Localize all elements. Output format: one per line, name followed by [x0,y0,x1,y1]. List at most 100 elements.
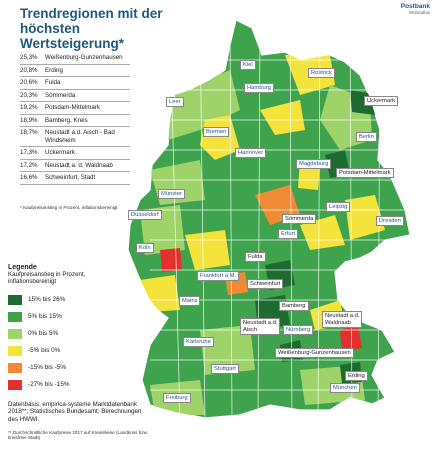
ranking-region: Uckermark [45,149,75,156]
city-label: Köln [136,243,154,253]
ranking-percent: 17,3% [20,149,38,156]
ranking-list: 25,3% Weißenburg-Gunzenhausen 20,8% Erding 2… [20,52,130,185]
city-label: Sömmerda [282,214,317,224]
region-patch [160,248,182,272]
city-label: Karlsruhe [183,337,214,347]
ranking-percent: 20,3% [20,91,38,99]
ranking-row: 25,3% Weißenburg-Gunzenhausen [20,52,130,65]
legend-swatch [8,379,22,390]
region-patch [140,275,180,312]
legend-swatch [8,294,22,305]
ranking-row: 20,8% Erding [20,65,130,77]
legend-label: 15% bis 26% [28,296,66,304]
city-label: Kiel [240,60,256,70]
city-label: Erding [345,371,368,381]
map-title: Trendregionen mit der höchsten Wertsteig… [20,6,163,51]
city-label: Mainz [179,296,201,306]
city-label: Stuttgart [211,364,239,374]
ranking-region: Schweinfurt, Stadt [45,174,96,181]
ranking-row: 20,3% Sömmerda [20,90,130,102]
ranking-percent: 25,3% [20,54,38,61]
city-label: Bamberg [279,301,309,311]
city-label: Weißenburg-Gunzenhausen [275,348,354,358]
legend-subtitle: Kaufpreisanstieg in Prozent, inflationsb… [8,271,86,286]
region-patch [200,115,240,160]
city-label: Hannover [235,148,267,158]
city-label: Fulda [245,252,266,262]
region-patch [168,70,240,140]
ranking-region: Sömmerda [45,91,76,99]
region-patch [345,195,385,240]
city-label: Neustadt a.d. Aisch [240,318,281,335]
legend-label: -5% bis 0% [28,347,61,355]
city-label: Dresden [376,216,404,226]
city-label: München [330,383,360,393]
ranking-percent: 18,7% [20,129,38,136]
legend-item: 5% bis 15% [8,308,118,325]
legend-items: 15% bis 26% 5% bis 15% 0% bis 5% -5% bis 0%… [8,291,118,393]
city-label: Potsdam-Mittelmark [336,168,394,178]
city-label: Uckermark [364,96,399,106]
logo-sub: Wohnatlas [408,10,430,15]
region-patch [340,325,362,352]
legend-item: -15% bis -5% [8,359,118,376]
city-label: Leipzig [326,202,351,212]
city-label: Leer [166,97,184,107]
legend-item: -5% bis 0% [8,342,118,359]
ranking-region: Bamberg, Kreis [45,116,88,124]
ranking-percent: 20,8% [20,66,38,74]
ranking-row: 20,6% Fulda [20,77,130,90]
ranking-row: 16,6% Schweinfurt, Stadt [20,172,130,185]
city-label: Erfurt [278,229,299,239]
ranking-row: 19,2% Potsdam-Mittelmark [20,102,130,115]
ranking-row: 17,3% Uckermark [20,147,130,160]
ranking-region: Neustadt a. d. Waldnaab [45,161,113,169]
legend-item: 0% bis 5% [8,325,118,342]
ranking-row: 18,9% Bamberg, Kreis [20,115,130,127]
city-label: Düsseldorf [128,210,162,220]
ranking-percent: 17,2% [20,161,38,169]
ranking-percent: 16,6% [20,174,38,181]
region-patch [175,55,215,80]
source-footnote: ** Durchschnittliche Kaufpreise 2017 auf… [8,430,148,441]
city-label: Nürnberg [283,325,314,335]
ranking-region: Weißenburg-Gunzenhausen [45,54,123,61]
ranking-row: 17,2% Neustadt a. d. Waldnaab [20,160,130,172]
legend-title: Legende [8,264,37,271]
postbank-logo: Postbank Wohnatlas [401,3,430,15]
city-label: Freiburg [163,393,191,403]
ranking-percent: 20,6% [20,79,38,86]
city-label: Rostock [308,68,335,78]
ranking-region: Erding [45,66,63,74]
legend-label: 0% bis 5% [28,330,59,338]
ranking-percent: 19,2% [20,104,38,111]
legend-swatch [8,345,22,356]
ranking-footnote: * Kaufpreisanstieg in Prozent, inflation… [20,205,118,210]
ranking-region: Potsdam-Mittelmark [45,104,101,111]
city-label: Berlin [356,132,377,142]
legend-swatch [8,311,22,322]
city-label: Hamburg [244,83,274,93]
legend-label: 5% bis 15% [28,313,62,321]
legend-swatch [8,328,22,339]
city-label: Frankfurt a.M. [197,271,240,281]
city-label: Münster [158,189,185,199]
city-label: Schweinfurt [247,279,284,289]
legend-label: -15% bis -5% [28,364,67,372]
city-label: Bremen [203,127,230,137]
ranking-percent: 18,9% [20,116,38,124]
ranking-row: 18,7% Neustadt a.d. Aisch - Bad Windsheim [20,127,130,147]
city-label: Magdeburg [296,159,332,169]
ranking-region: Neustadt a.d. Aisch - Bad Windsheim [45,129,115,144]
legend-item: 15% bis 26% [8,291,118,308]
logo-name: Postbank [400,3,430,10]
city-label: Neustadt a.d. Waldnaab [322,311,363,328]
ranking-region: Fulda [45,79,61,86]
legend: Legende Kaufpreisanstieg in Prozent, inf… [8,264,118,393]
region-patch [260,100,305,135]
legend-label: -27% bis -15% [28,381,70,389]
legend-swatch [8,362,22,373]
legend-item: -27% bis -15% [8,376,118,393]
data-source: Datenbasis: empirica-systeme Marktdatenb… [8,401,142,423]
